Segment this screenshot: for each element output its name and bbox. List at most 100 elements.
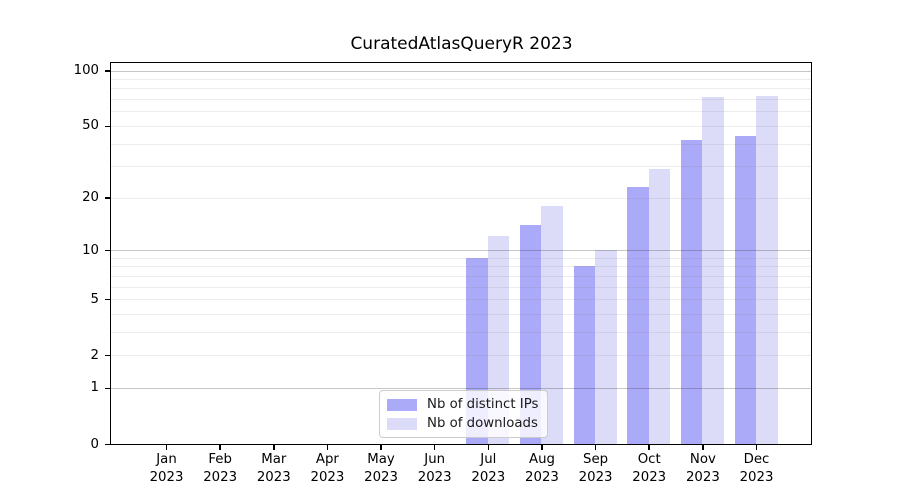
legend-swatch-distinct-ips [387, 398, 417, 411]
x-tick-label-sep-2023: Sep 2023 [556, 451, 636, 486]
y-tick-label-100: 100 [73, 63, 99, 79]
y-tick-mark-0 [105, 443, 110, 446]
bar-nb-of-distinct-ips-aug-2023 [519, 224, 542, 444]
x-tick-label-aug-2023: Aug 2023 [502, 451, 582, 486]
x-tick-label-line: 2023 [149, 469, 184, 485]
x-tick-mark-feb-2023 [219, 444, 221, 450]
gridline-minor-3 [111, 331, 811, 333]
legend: Nb of distinct IPs Nb of downloads [379, 390, 549, 438]
bar-nb-of-distinct-ips-oct-2023 [627, 186, 649, 444]
x-tick-mark-nov-2023 [702, 444, 704, 450]
gridline-minor-7 [111, 275, 811, 277]
bar-nb-of-distinct-ips-sep-2023 [573, 266, 596, 444]
x-tick-label-line: 2023 [525, 469, 559, 485]
x-tick-mark-may-2023 [380, 444, 382, 450]
chart-title: CuratedAtlasQueryR 2023 [350, 34, 573, 54]
x-tick-label-line: Sep [583, 452, 609, 467]
x-tick-label-line: Feb [208, 452, 232, 467]
y-tick-label-50: 50 [82, 118, 99, 134]
y-tick-mark-100 [105, 70, 110, 72]
x-tick-label-line: 2023 [685, 469, 720, 485]
x-tick-label-line: Aug [528, 452, 555, 467]
x-tick-label-may-2023: May 2023 [341, 451, 421, 486]
gridline-minor-6 [111, 286, 811, 288]
gridline-major-10 [111, 250, 811, 251]
bar-nb-of-downloads-oct-2023 [648, 168, 671, 444]
y-tick-mark-20 [105, 197, 110, 199]
gridline-minor-70 [111, 99, 811, 101]
x-tick-label-jun-2023: Jun 2023 [395, 451, 475, 486]
x-tick-label-line: 2023 [632, 469, 667, 485]
x-tick-label-apr-2023: Apr 2023 [287, 451, 367, 486]
x-tick-label-line: Apr [315, 452, 339, 467]
x-tick-mark-aug-2023 [541, 444, 543, 450]
gridline-minor-40 [111, 143, 811, 145]
x-tick-mark-oct-2023 [648, 444, 650, 450]
gridline-minor-4 [111, 313, 811, 315]
x-tick-label-line: 2023 [256, 469, 291, 485]
y-tick-mark-5 [105, 298, 110, 301]
y-tick-label-5: 5 [90, 291, 99, 307]
y-tick-mark-50 [105, 125, 110, 128]
x-tick-label-line: 2023 [578, 469, 613, 485]
x-tick-label-line: 2023 [364, 469, 398, 485]
y-tick-label-20: 20 [82, 190, 99, 206]
x-tick-label-line: 2023 [739, 469, 774, 485]
x-tick-mark-sep-2023 [594, 444, 597, 450]
x-tick-label-line: Oct [637, 452, 661, 467]
bar-nb-of-downloads-aug-2023 [541, 205, 563, 444]
y-tick-label-1: 1 [90, 380, 99, 396]
legend-label-downloads: Nb of downloads [427, 416, 538, 431]
x-tick-mark-dec-2023 [755, 444, 758, 450]
x-tick-label-line: Jan [156, 452, 177, 467]
x-tick-mark-jan-2023 [165, 444, 168, 450]
x-tick-label-line: 2023 [203, 469, 238, 485]
x-tick-mark-jul-2023 [487, 444, 490, 450]
bar-nb-of-distinct-ips-nov-2023 [680, 139, 703, 444]
gridline-minor-30 [111, 166, 811, 168]
gridline-minor-8 [111, 266, 811, 268]
gridline-major-1 [111, 387, 811, 389]
gridline-major-100 [111, 70, 811, 72]
gridline-minor-50 [111, 125, 811, 127]
gridline-minor-90 [111, 79, 811, 81]
x-tick-label-line: Jul [480, 452, 497, 467]
x-tick-label-line: Jun [424, 452, 446, 467]
x-tick-label-dec-2023: Dec 2023 [717, 451, 797, 486]
x-tick-label-line: Nov [689, 452, 716, 467]
x-tick-label-jul-2023: Jul 2023 [448, 451, 528, 486]
x-tick-label-jan-2023: Jan 2023 [127, 451, 207, 486]
y-tick-mark-1 [105, 387, 110, 390]
x-tick-label-line: Dec [743, 452, 770, 467]
gridline-minor-5 [111, 299, 811, 301]
gridline-minor-20 [111, 197, 811, 199]
x-tick-mark-mar-2023 [273, 444, 275, 450]
y-tick-mark-10 [105, 249, 110, 252]
bar-nb-of-downloads-nov-2023 [702, 96, 724, 444]
x-tick-label-line: May [367, 452, 395, 467]
legend-swatch-downloads [387, 417, 417, 430]
x-tick-label-line: 2023 [417, 469, 452, 485]
y-tick-label-0: 0 [90, 436, 99, 452]
x-tick-mark-apr-2023 [326, 444, 329, 450]
bar-nb-of-distinct-ips-dec-2023 [734, 136, 756, 444]
x-tick-label-feb-2023: Feb 2023 [180, 451, 260, 486]
x-tick-mark-jun-2023 [433, 444, 436, 450]
bar-nb-of-downloads-dec-2023 [756, 95, 778, 444]
x-tick-label-line: Mar [261, 452, 287, 467]
x-tick-label-mar-2023: Mar 2023 [234, 451, 314, 486]
y-tick-label-2: 2 [90, 347, 99, 363]
gridline-minor-2 [111, 355, 811, 357]
y-tick-mark-2 [105, 354, 110, 357]
x-tick-label-line: 2023 [471, 469, 506, 485]
plot-area [110, 62, 812, 445]
legend-item: Nb of distinct IPs [387, 395, 538, 414]
legend-label-distinct-ips: Nb of distinct IPs [427, 397, 539, 412]
y-tick-label-10: 10 [82, 242, 99, 258]
bar-nb-of-downloads-sep-2023 [595, 250, 617, 444]
gridline-minor-9 [111, 257, 811, 259]
x-tick-label-nov-2023: Nov 2023 [663, 451, 743, 486]
legend-item: Nb of downloads [387, 414, 538, 433]
gridline-minor-60 [111, 111, 811, 113]
gridline-minor-80 [111, 88, 811, 90]
